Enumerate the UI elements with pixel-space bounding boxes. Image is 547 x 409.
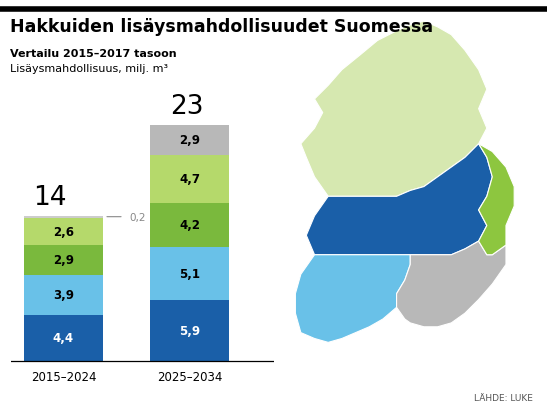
Bar [24, 275, 103, 315]
Text: 5,1: 5,1 [179, 267, 200, 280]
Text: 5,9: 5,9 [179, 324, 200, 337]
Text: LÄHDE: LUKE: LÄHDE: LUKE [474, 393, 533, 402]
Text: Lisäysmahdollisuus, milj. m³: Lisäysmahdollisuus, milj. m³ [10, 63, 168, 73]
Text: 2,9: 2,9 [179, 134, 200, 147]
Text: 2,9: 2,9 [53, 254, 74, 267]
Bar [150, 300, 229, 361]
Text: 2025–2034: 2025–2034 [157, 370, 222, 383]
Text: Vertailu 2015–2017 tasoon: Vertailu 2015–2017 tasoon [10, 49, 177, 59]
Text: 4,7: 4,7 [179, 173, 200, 186]
Bar [24, 218, 103, 245]
Text: 0,2: 0,2 [129, 212, 146, 222]
Bar [150, 155, 229, 204]
Text: 2,6: 2,6 [53, 225, 74, 238]
Polygon shape [479, 144, 514, 255]
Text: 2015–2024: 2015–2024 [31, 370, 96, 383]
Bar [24, 245, 103, 275]
Bar [150, 204, 229, 247]
Bar [150, 247, 229, 300]
Polygon shape [295, 255, 410, 342]
Polygon shape [397, 241, 506, 327]
Text: 4,2: 4,2 [179, 219, 200, 232]
Polygon shape [306, 144, 492, 255]
Text: 23: 23 [170, 94, 203, 120]
Text: 4,4: 4,4 [53, 332, 74, 344]
Bar [24, 216, 103, 218]
Text: 3,9: 3,9 [53, 289, 74, 302]
Bar [24, 315, 103, 361]
Bar [150, 125, 229, 155]
Polygon shape [301, 22, 487, 197]
Text: Hakkuiden lisäysmahdollisuudet Suomessa: Hakkuiden lisäysmahdollisuudet Suomessa [10, 18, 433, 36]
Text: 14: 14 [33, 185, 67, 211]
